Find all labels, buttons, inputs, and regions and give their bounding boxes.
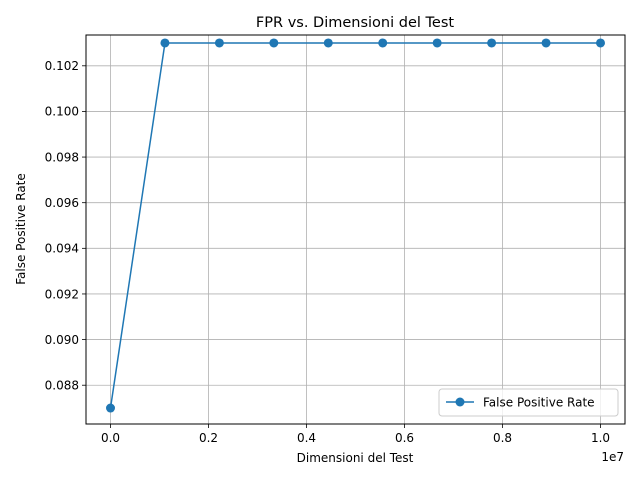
y-tick-label: 0.094	[45, 242, 79, 256]
x-tick-label: 0.8	[493, 431, 512, 445]
y-tick-label: 0.090	[45, 333, 79, 347]
y-tick-label: 0.100	[45, 105, 79, 119]
x-axis-offset-label: 1e7	[601, 450, 624, 464]
data-point	[269, 38, 279, 48]
data-point	[106, 403, 116, 413]
data-point	[432, 38, 442, 48]
y-tick-label: 0.088	[45, 379, 79, 393]
series-layer	[106, 38, 605, 413]
x-tick-label: 1.0	[591, 431, 610, 445]
y-tick-label: 0.092	[45, 287, 79, 301]
x-tick-label: 0.4	[297, 431, 316, 445]
legend-label: False Positive Rate	[483, 396, 595, 410]
legend-marker-swatch	[455, 397, 465, 407]
legend: False Positive Rate	[438, 388, 619, 417]
series-line	[109, 42, 601, 409]
x-axis-label: Dimensioni del Test	[297, 451, 414, 465]
y-tick-label: 0.102	[45, 59, 79, 73]
y-axis-label: False Positive Rate	[14, 173, 28, 285]
data-point	[378, 38, 388, 48]
data-point	[487, 38, 497, 48]
data-point	[541, 38, 551, 48]
chart-title: FPR vs. Dimensioni del Test	[256, 15, 454, 31]
x-tick-label: 0.6	[395, 431, 414, 445]
y-tick-label: 0.098	[45, 150, 79, 164]
plot-frame	[85, 34, 626, 425]
data-point	[160, 38, 170, 48]
x-tick-label: 0.2	[199, 431, 218, 445]
y-tick-label: 0.096	[45, 196, 79, 210]
y-axis-ticks: 0.088 0.090 0.092 0.094 0.096 0.098 0.100 0.102	[45, 59, 86, 393]
data-point	[323, 38, 333, 48]
x-tick-label: 0.0	[101, 431, 120, 445]
data-point	[596, 38, 605, 48]
grid	[86, 35, 625, 424]
x-axis-ticks: 0.0 0.2 0.4 0.6 0.8 1.0	[101, 424, 610, 445]
data-point	[214, 38, 224, 48]
legend-box	[438, 388, 619, 417]
